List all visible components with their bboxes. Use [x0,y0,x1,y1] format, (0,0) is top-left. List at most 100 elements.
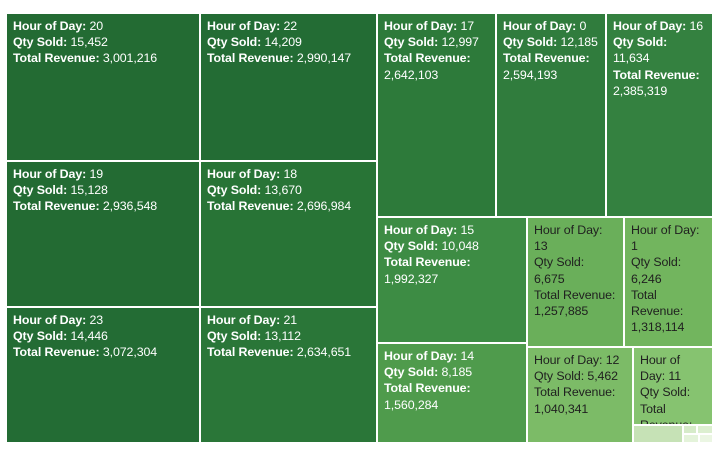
tile-qty-value: 8,185 [441,365,473,380]
tile-qty-value: 13,112 [264,329,301,344]
treemap-tile-hour-16[interactable]: Hour of Day: 16 Qty Sold: 11,634 Total Rev… [606,13,713,217]
tile-qty-line: Qty Sold: 8,185 [384,364,520,380]
tile-hour-line: Hour of Day: 14 [384,348,520,364]
tile-qty-line: Qty Sold: 11,634 [613,34,706,66]
tile-revenue-label: Total Revenue: [534,287,616,302]
tile-hour-line: Hour of Day: 19 [13,166,193,182]
tile-revenue-line: Total Revenue: 1,257,885 [534,287,617,319]
tile-revenue-value: 2,634,651 [296,345,352,360]
treemap-tile-hour-19[interactable]: Hour of Day: 19 Qty Sold: 15,128 Total Rev… [6,161,200,307]
tile-revenue-line: Total Revenue: [640,401,706,425]
tile-revenue-line: Total Revenue: 3,001,216 [13,50,193,66]
treemap-minor-tile[interactable] [683,425,697,434]
tile-qty-value: 6,675 [534,271,565,286]
tile-qty-label: Qty Sold: [534,255,585,270]
tile-qty-line: Qty Sold: 15,128 [13,182,193,198]
tile-qty-label: Qty Sold: [13,183,68,198]
tile-hour-value: 15 [460,223,475,237]
tile-revenue-line: Total Revenue: 1,560,284 [384,380,520,412]
tile-revenue-label: Total Revenue: [613,67,700,82]
tile-qty-value: 14,209 [264,35,302,50]
tile-hour-value: 13 [534,239,548,254]
tile-qty-value: 6,246 [631,271,662,286]
tile-hour-label: Hour of Day: [631,223,700,237]
tile-hour-value: 21 [283,313,298,327]
treemap-tile-hour-13[interactable]: Hour of Day: 13 Qty Sold: 6,675 Total Reve… [527,217,624,347]
treemap-minor-tile[interactable] [699,434,713,443]
tile-revenue-label: Total Revenue: [13,345,100,360]
tile-hour-value: 11 [668,369,682,384]
tile-hour-line: Hour of Day: 15 [384,222,520,238]
tile-revenue-label: Total Revenue: [534,385,616,400]
tile-qty-value: 13,670 [264,183,302,198]
tile-revenue-line: Total Revenue: 2,634,651 [207,344,370,360]
tile-hour-line: Hour of Day: 22 [207,18,370,34]
tile-hour-line: Hour of Day: 1 [631,222,706,254]
tile-hour-line: Hour of Day: 11 [640,352,706,384]
tile-revenue-value: 3,001,216 [102,51,158,66]
tile-hour-line: Hour of Day: 17 [384,18,489,34]
tile-revenue-value: 1,560,284 [384,397,439,412]
tile-qty-line: Qty Sold: 13,112 [207,328,370,344]
treemap-minor-tile[interactable] [633,425,683,443]
tile-hour-line: Hour of Day: 12 [534,352,626,368]
tile-revenue-value: 2,385,319 [613,83,668,98]
tile-revenue-line: Total Revenue: 2,696,984 [207,198,370,214]
tile-hour-label: Hour of Day: [13,313,87,327]
treemap-tile-hour-12[interactable]: Hour of Day: 12 Qty Sold: 5,462 Total Reve… [527,347,633,443]
tile-qty-label: Qty Sold: [384,35,439,50]
treemap-tile-hour-0[interactable]: Hour of Day: 0 Qty Sold: 12,185 Total Reve… [496,13,606,217]
tile-hour-line: Hour of Day: 16 [613,18,706,34]
treemap-tile-hour-18[interactable]: Hour of Day: 18 Qty Sold: 13,670 Total Rev… [200,161,377,307]
treemap-minor-tile[interactable] [683,434,699,443]
tile-qty-value: 12,997 [441,35,479,50]
tile-qty-label: Qty Sold: [207,183,262,198]
tile-qty-label: Qty Sold: [631,255,682,270]
tile-hour-value: 1 [631,239,638,254]
tile-hour-label: Hour of Day: [384,223,458,237]
tile-hour-value: 23 [89,313,104,327]
tile-revenue-line: Total Revenue: 2,594,193 [503,50,599,82]
treemap-tile-hour-1[interactable]: Hour of Day: 1 Qty Sold: 6,246 Total Reven… [624,217,713,347]
tile-hour-label: Hour of Day: [503,19,577,33]
tile-revenue-value: 1,318,114 [631,320,685,335]
tile-revenue-label: Total Revenue: [13,199,100,214]
tile-qty-line: Qty Sold: 12,185 [503,34,599,50]
tile-qty-line: Qty Sold: 15,452 [13,34,193,50]
tile-qty-value: 5,462 [587,369,618,384]
tile-hour-label: Hour of Day: [384,19,458,33]
tile-revenue-line: Total Revenue: 2,642,103 [384,50,489,82]
tile-qty-line: Qty Sold: 13,670 [207,182,370,198]
tile-qty-value: 14,446 [70,329,108,344]
treemap-tile-hour-22[interactable]: Hour of Day: 22 Qty Sold: 14,209 Total Rev… [200,13,377,161]
tile-revenue-line: Total Revenue: 2,990,147 [207,50,370,66]
tile-revenue-label: Total Revenue: [207,51,294,66]
tile-qty-line: Qty Sold: 12,997 [384,34,489,50]
treemap-tile-hour-14[interactable]: Hour of Day: 14 Qty Sold: 8,185 Total Reve… [377,343,527,443]
tile-hour-line: Hour of Day: 21 [207,312,370,328]
tile-revenue-line: Total Revenue: 3,072,304 [13,344,193,360]
tile-qty-line: Qty Sold: [640,384,706,400]
treemap-tile-hour-21[interactable]: Hour of Day: 21 Qty Sold: 13,112 Total Rev… [200,307,377,443]
treemap-tile-hour-15[interactable]: Hour of Day: 15 Qty Sold: 10,048 Total Rev… [377,217,527,343]
treemap-tile-hour-17[interactable]: Hour of Day: 17 Qty Sold: 12,997 Total Rev… [377,13,496,217]
treemap-tile-hour-23[interactable]: Hour of Day: 23 Qty Sold: 14,446 Total Rev… [6,307,200,443]
treemap-tile-hour-20[interactable]: Hour of Day: 20 Qty Sold: 15,452 Total Rev… [6,13,200,161]
tile-hour-label: Hour of Day: [640,353,680,384]
tile-hour-label: Hour of Day: [534,223,603,237]
tile-qty-label: Qty Sold: [13,329,68,344]
tile-revenue-line: Total Revenue: 1,318,114 [631,287,706,336]
tile-revenue-label: Total Revenue: [384,381,471,396]
tile-hour-line: Hour of Day: 20 [13,18,193,34]
tile-qty-line: Qty Sold: 10,048 [384,238,520,254]
tile-revenue-label: Total Revenue: [640,401,693,425]
tile-qty-label: Qty Sold: [613,35,668,50]
tile-revenue-value: 2,990,147 [296,51,352,66]
tile-qty-line: Qty Sold: 6,246 [631,254,706,286]
tile-qty-line: Qty Sold: 6,675 [534,254,617,286]
treemap-tile-hour-11[interactable]: Hour of Day: 11 Qty Sold: Total Revenue: [633,347,713,425]
tile-revenue-label: Total Revenue: [503,51,590,66]
treemap-minor-tile[interactable] [697,425,713,434]
tile-hour-value: 0 [579,19,587,33]
